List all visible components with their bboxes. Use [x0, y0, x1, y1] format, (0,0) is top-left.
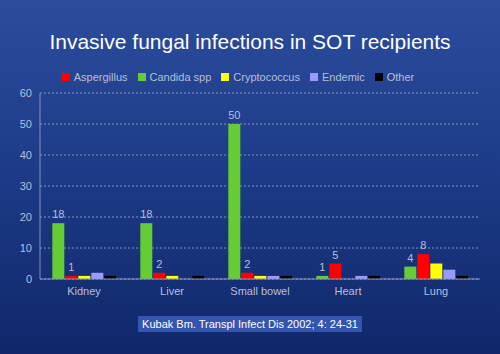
svg-text:50: 50 [228, 109, 240, 121]
svg-text:Liver: Liver [160, 285, 184, 297]
html-text:Endemic: Endemic [322, 71, 365, 83]
svg-text:2: 2 [156, 258, 162, 270]
svg-text:4: 4 [407, 252, 413, 264]
svg-text:40: 40 [20, 149, 32, 161]
html-text:Other: Other [386, 71, 415, 83]
html-text:Cryptococcus: Cryptococcus [233, 71, 300, 83]
html-text:Candida spp: Candida spp [149, 71, 212, 83]
svg-text:60: 60 [20, 87, 32, 99]
svg-text:5: 5 [332, 249, 338, 261]
svg-text:Heart: Heart [335, 285, 362, 297]
svg-text:1: 1 [319, 261, 325, 273]
svg-text:2: 2 [244, 258, 250, 270]
svg-text:Lung: Lung [424, 285, 448, 297]
svg-text:20: 20 [20, 211, 32, 223]
svg-text:0: 0 [26, 273, 32, 285]
svg-text:10: 10 [20, 242, 32, 254]
html-text:Invasive fungal infections in: Invasive fungal infections in SOT recipi… [49, 30, 451, 53]
svg-text:1: 1 [68, 261, 74, 273]
svg-text:50: 50 [20, 118, 32, 130]
html-text:Aspergillus: Aspergillus [73, 71, 128, 83]
svg-text:30: 30 [20, 180, 32, 192]
svg-text:8: 8 [420, 239, 426, 251]
svg-text:Kidney: Kidney [67, 285, 101, 297]
svg-text:Small bowel: Small bowel [230, 285, 289, 297]
svg-text:18: 18 [52, 208, 64, 220]
html-text:Kubak Bm. Transpl Infect Dis 2: Kubak Bm. Transpl Infect Dis 2002; 4: 24… [142, 318, 358, 330]
svg-text:18: 18 [140, 208, 152, 220]
